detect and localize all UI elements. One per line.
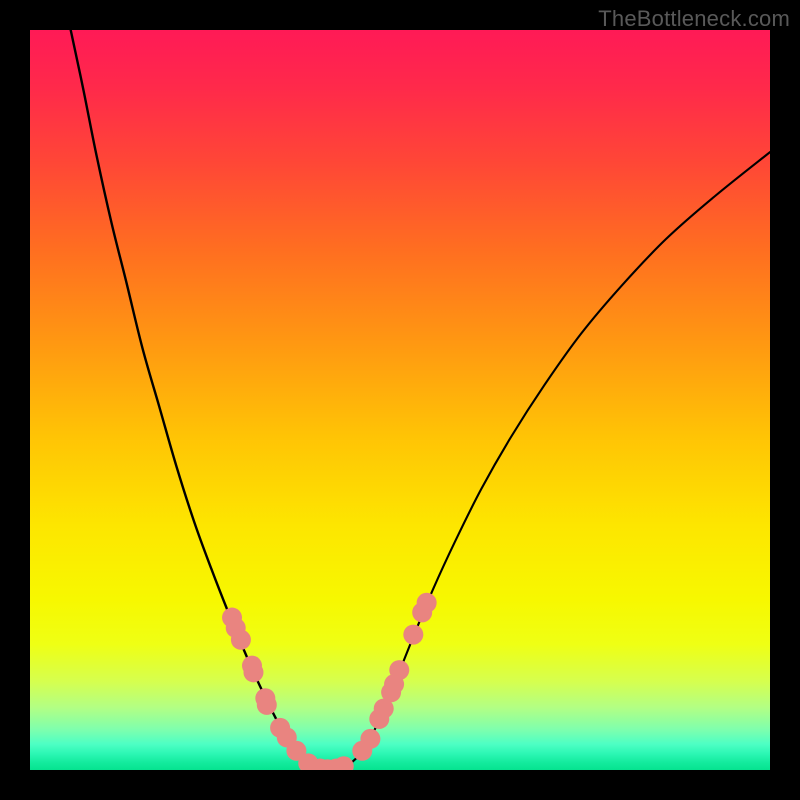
data-marker: [334, 756, 354, 770]
data-marker: [417, 593, 437, 613]
data-marker: [403, 625, 423, 645]
data-marker: [231, 630, 251, 650]
curve-left: [71, 30, 329, 769]
data-marker: [389, 660, 409, 680]
chart-plot-area: [30, 30, 770, 770]
markers-left: [222, 608, 337, 770]
watermark-text: TheBottleneck.com: [598, 6, 790, 32]
data-marker: [243, 662, 263, 682]
chart-curves-layer: [30, 30, 770, 770]
markers-right: [326, 593, 436, 770]
data-marker: [257, 695, 277, 715]
data-marker: [360, 729, 380, 749]
